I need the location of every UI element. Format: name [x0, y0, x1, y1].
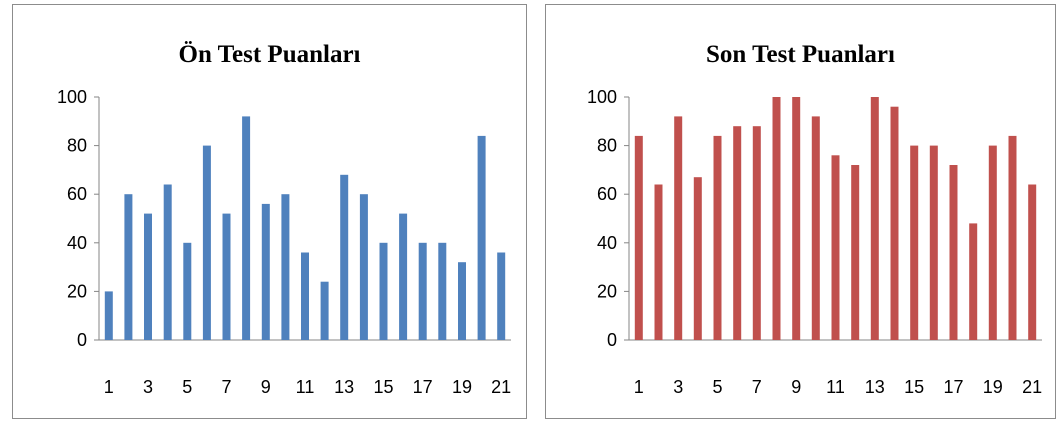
bar: [733, 126, 742, 340]
bar: [1008, 135, 1017, 340]
x-tick-label: 3: [143, 377, 153, 397]
bar: [851, 165, 860, 340]
x-tick-label: 11: [826, 377, 845, 397]
x-tick-label: 17: [943, 377, 963, 397]
y-tick-label: 40: [67, 233, 87, 253]
y-tick-label: 100: [57, 87, 87, 107]
bar: [890, 106, 899, 340]
y-tick-label: 80: [597, 136, 617, 156]
bar: [910, 145, 919, 340]
chart-title: Ön Test Puanları: [178, 41, 361, 68]
y-tick-label: 60: [597, 184, 617, 204]
y-tick-label: 100: [587, 87, 617, 107]
bar: [359, 194, 368, 340]
bar: [988, 145, 997, 340]
bar: [301, 252, 309, 340]
x-tick-label: 21: [1022, 377, 1042, 397]
bar: [477, 135, 486, 340]
y-tick-label: 40: [597, 233, 617, 253]
bar: [713, 135, 722, 340]
x-tick-label: 1: [634, 377, 644, 397]
bar: [379, 242, 388, 340]
bar: [124, 194, 133, 340]
bar: [811, 116, 820, 341]
x-tick-label: 7: [221, 377, 231, 397]
x-tick-label: 15: [904, 377, 924, 397]
x-tick-label: 11: [296, 377, 315, 397]
x-tick-label: 17: [413, 377, 433, 397]
bar: [144, 213, 152, 340]
bar: [418, 242, 427, 340]
bar: [772, 97, 781, 340]
x-tick-label: 9: [261, 377, 271, 397]
y-tick-label: 0: [607, 330, 617, 350]
bar: [497, 252, 506, 340]
bar: [242, 116, 251, 341]
bar: [399, 213, 408, 340]
x-tick-label: 21: [491, 377, 511, 397]
bar: [929, 145, 938, 340]
x-tick-label: 19: [983, 377, 1003, 397]
bar: [261, 203, 270, 340]
y-tick-label: 20: [67, 281, 87, 301]
chart-title: Son Test Puanları: [706, 41, 895, 68]
bar: [281, 194, 290, 340]
bar: [634, 135, 643, 340]
bar: [340, 174, 349, 340]
bar: [458, 262, 466, 340]
bar: [949, 165, 958, 340]
x-tick-label: 5: [182, 377, 192, 397]
y-tick-label: 0: [77, 330, 87, 350]
x-tick-label: 13: [334, 377, 354, 397]
y-tick-label: 80: [67, 136, 87, 156]
bar: [674, 116, 683, 341]
bar: [654, 184, 663, 340]
bar: [969, 223, 978, 340]
x-tick-label: 15: [373, 377, 393, 397]
y-tick-label: 20: [597, 281, 617, 301]
x-tick-label: 9: [791, 377, 801, 397]
x-tick-label: 13: [865, 377, 885, 397]
x-tick-label: 1: [104, 377, 114, 397]
bar: [202, 145, 211, 340]
bar: [792, 97, 801, 340]
x-tick-label: 7: [752, 377, 762, 397]
chart-panel-posttest: Son Test Puanları 0 20 40 60 80 100 1 3 5 7 9 11 13 1…: [545, 4, 1056, 419]
x-tick-label: 5: [712, 377, 722, 397]
bar: [438, 242, 447, 340]
chart-panel-pretest: Ön Test Puanları 0 20 40 60 80 100 1 3 5 7 9 11 13 15…: [12, 4, 527, 419]
x-tick-label: 3: [673, 377, 683, 397]
x-tick-label: 19: [452, 377, 472, 397]
bar: [752, 126, 761, 340]
bar: [1028, 184, 1037, 340]
bar: [222, 213, 231, 340]
y-tick-label: 60: [67, 184, 87, 204]
bar: [831, 155, 840, 340]
bar: [870, 97, 879, 340]
bar: [104, 291, 113, 340]
bar: [163, 184, 172, 340]
bar: [693, 177, 702, 340]
bar: [183, 242, 192, 340]
bar: [320, 281, 329, 340]
